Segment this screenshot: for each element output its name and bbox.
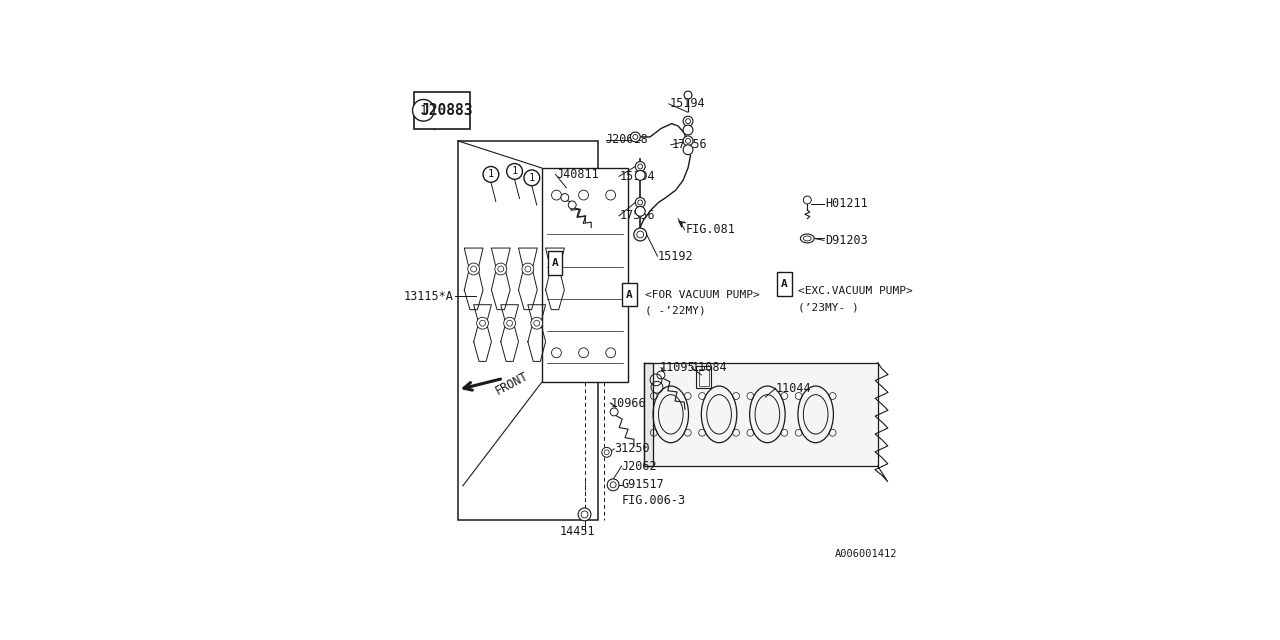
Bar: [458, 141, 598, 520]
Text: 31250: 31250: [614, 442, 650, 456]
Bar: [622, 283, 636, 307]
Text: A006001412: A006001412: [835, 549, 897, 559]
Polygon shape: [644, 363, 653, 466]
Text: J2062: J2062: [622, 460, 657, 472]
Circle shape: [657, 371, 664, 379]
Circle shape: [504, 317, 516, 329]
Circle shape: [602, 447, 612, 457]
Text: G91517: G91517: [622, 478, 664, 492]
Text: 1: 1: [488, 170, 494, 179]
Text: FRONT: FRONT: [493, 369, 531, 397]
Text: FIG.081: FIG.081: [686, 223, 736, 236]
Circle shape: [412, 99, 434, 121]
Text: 11095: 11095: [660, 361, 695, 374]
Text: (’23MY- ): (’23MY- ): [797, 303, 859, 312]
Circle shape: [483, 166, 499, 182]
Text: ( -’22MY): ( -’22MY): [645, 306, 705, 316]
Text: 14451: 14451: [559, 525, 595, 538]
Circle shape: [684, 125, 692, 135]
Circle shape: [467, 263, 480, 275]
Circle shape: [630, 132, 640, 142]
Circle shape: [495, 263, 507, 275]
Circle shape: [684, 145, 692, 155]
Circle shape: [684, 91, 692, 99]
Bar: [777, 272, 791, 296]
Circle shape: [522, 263, 534, 275]
Text: A: A: [626, 290, 632, 300]
Text: D91203: D91203: [826, 234, 868, 247]
Circle shape: [635, 198, 645, 207]
Text: 17556: 17556: [671, 138, 707, 151]
Text: 13115*A: 13115*A: [404, 289, 454, 303]
Text: 15194: 15194: [669, 97, 705, 111]
Text: 11084: 11084: [691, 361, 727, 374]
Circle shape: [611, 408, 618, 416]
Circle shape: [524, 170, 540, 186]
Text: A: A: [781, 279, 787, 289]
Bar: [541, 168, 628, 382]
Circle shape: [561, 193, 568, 202]
Circle shape: [607, 479, 620, 491]
Circle shape: [476, 317, 489, 329]
Text: 15194: 15194: [620, 170, 655, 183]
Bar: [413, 92, 470, 129]
Text: 15192: 15192: [658, 250, 692, 262]
Text: 1: 1: [420, 104, 428, 117]
Circle shape: [568, 201, 576, 209]
Text: J20883: J20883: [419, 103, 471, 118]
Circle shape: [579, 508, 591, 521]
Circle shape: [684, 136, 692, 146]
Circle shape: [684, 116, 692, 126]
Circle shape: [804, 196, 812, 204]
Circle shape: [635, 170, 645, 180]
Text: 10966: 10966: [611, 397, 646, 410]
Text: <EXC.VACUUM PUMP>: <EXC.VACUUM PUMP>: [797, 286, 913, 296]
Text: FIG.006-3: FIG.006-3: [622, 494, 686, 507]
Text: <FOR VACUUM PUMP>: <FOR VACUUM PUMP>: [645, 290, 760, 300]
Text: J20883: J20883: [420, 103, 472, 118]
Circle shape: [507, 164, 522, 179]
Circle shape: [531, 317, 543, 329]
Text: J20618: J20618: [605, 133, 649, 147]
Circle shape: [635, 161, 645, 172]
Circle shape: [549, 263, 561, 275]
Text: A: A: [552, 258, 558, 268]
Text: J40811: J40811: [557, 168, 599, 181]
Circle shape: [634, 228, 646, 241]
Text: 11044: 11044: [776, 381, 812, 395]
Bar: [696, 366, 712, 388]
Text: H01211: H01211: [826, 198, 868, 211]
Text: 1: 1: [512, 166, 517, 177]
Bar: [548, 252, 562, 275]
Polygon shape: [644, 363, 878, 466]
Text: 17556: 17556: [620, 209, 655, 222]
Text: 1: 1: [529, 173, 535, 183]
Circle shape: [635, 207, 645, 216]
Bar: [699, 369, 709, 386]
